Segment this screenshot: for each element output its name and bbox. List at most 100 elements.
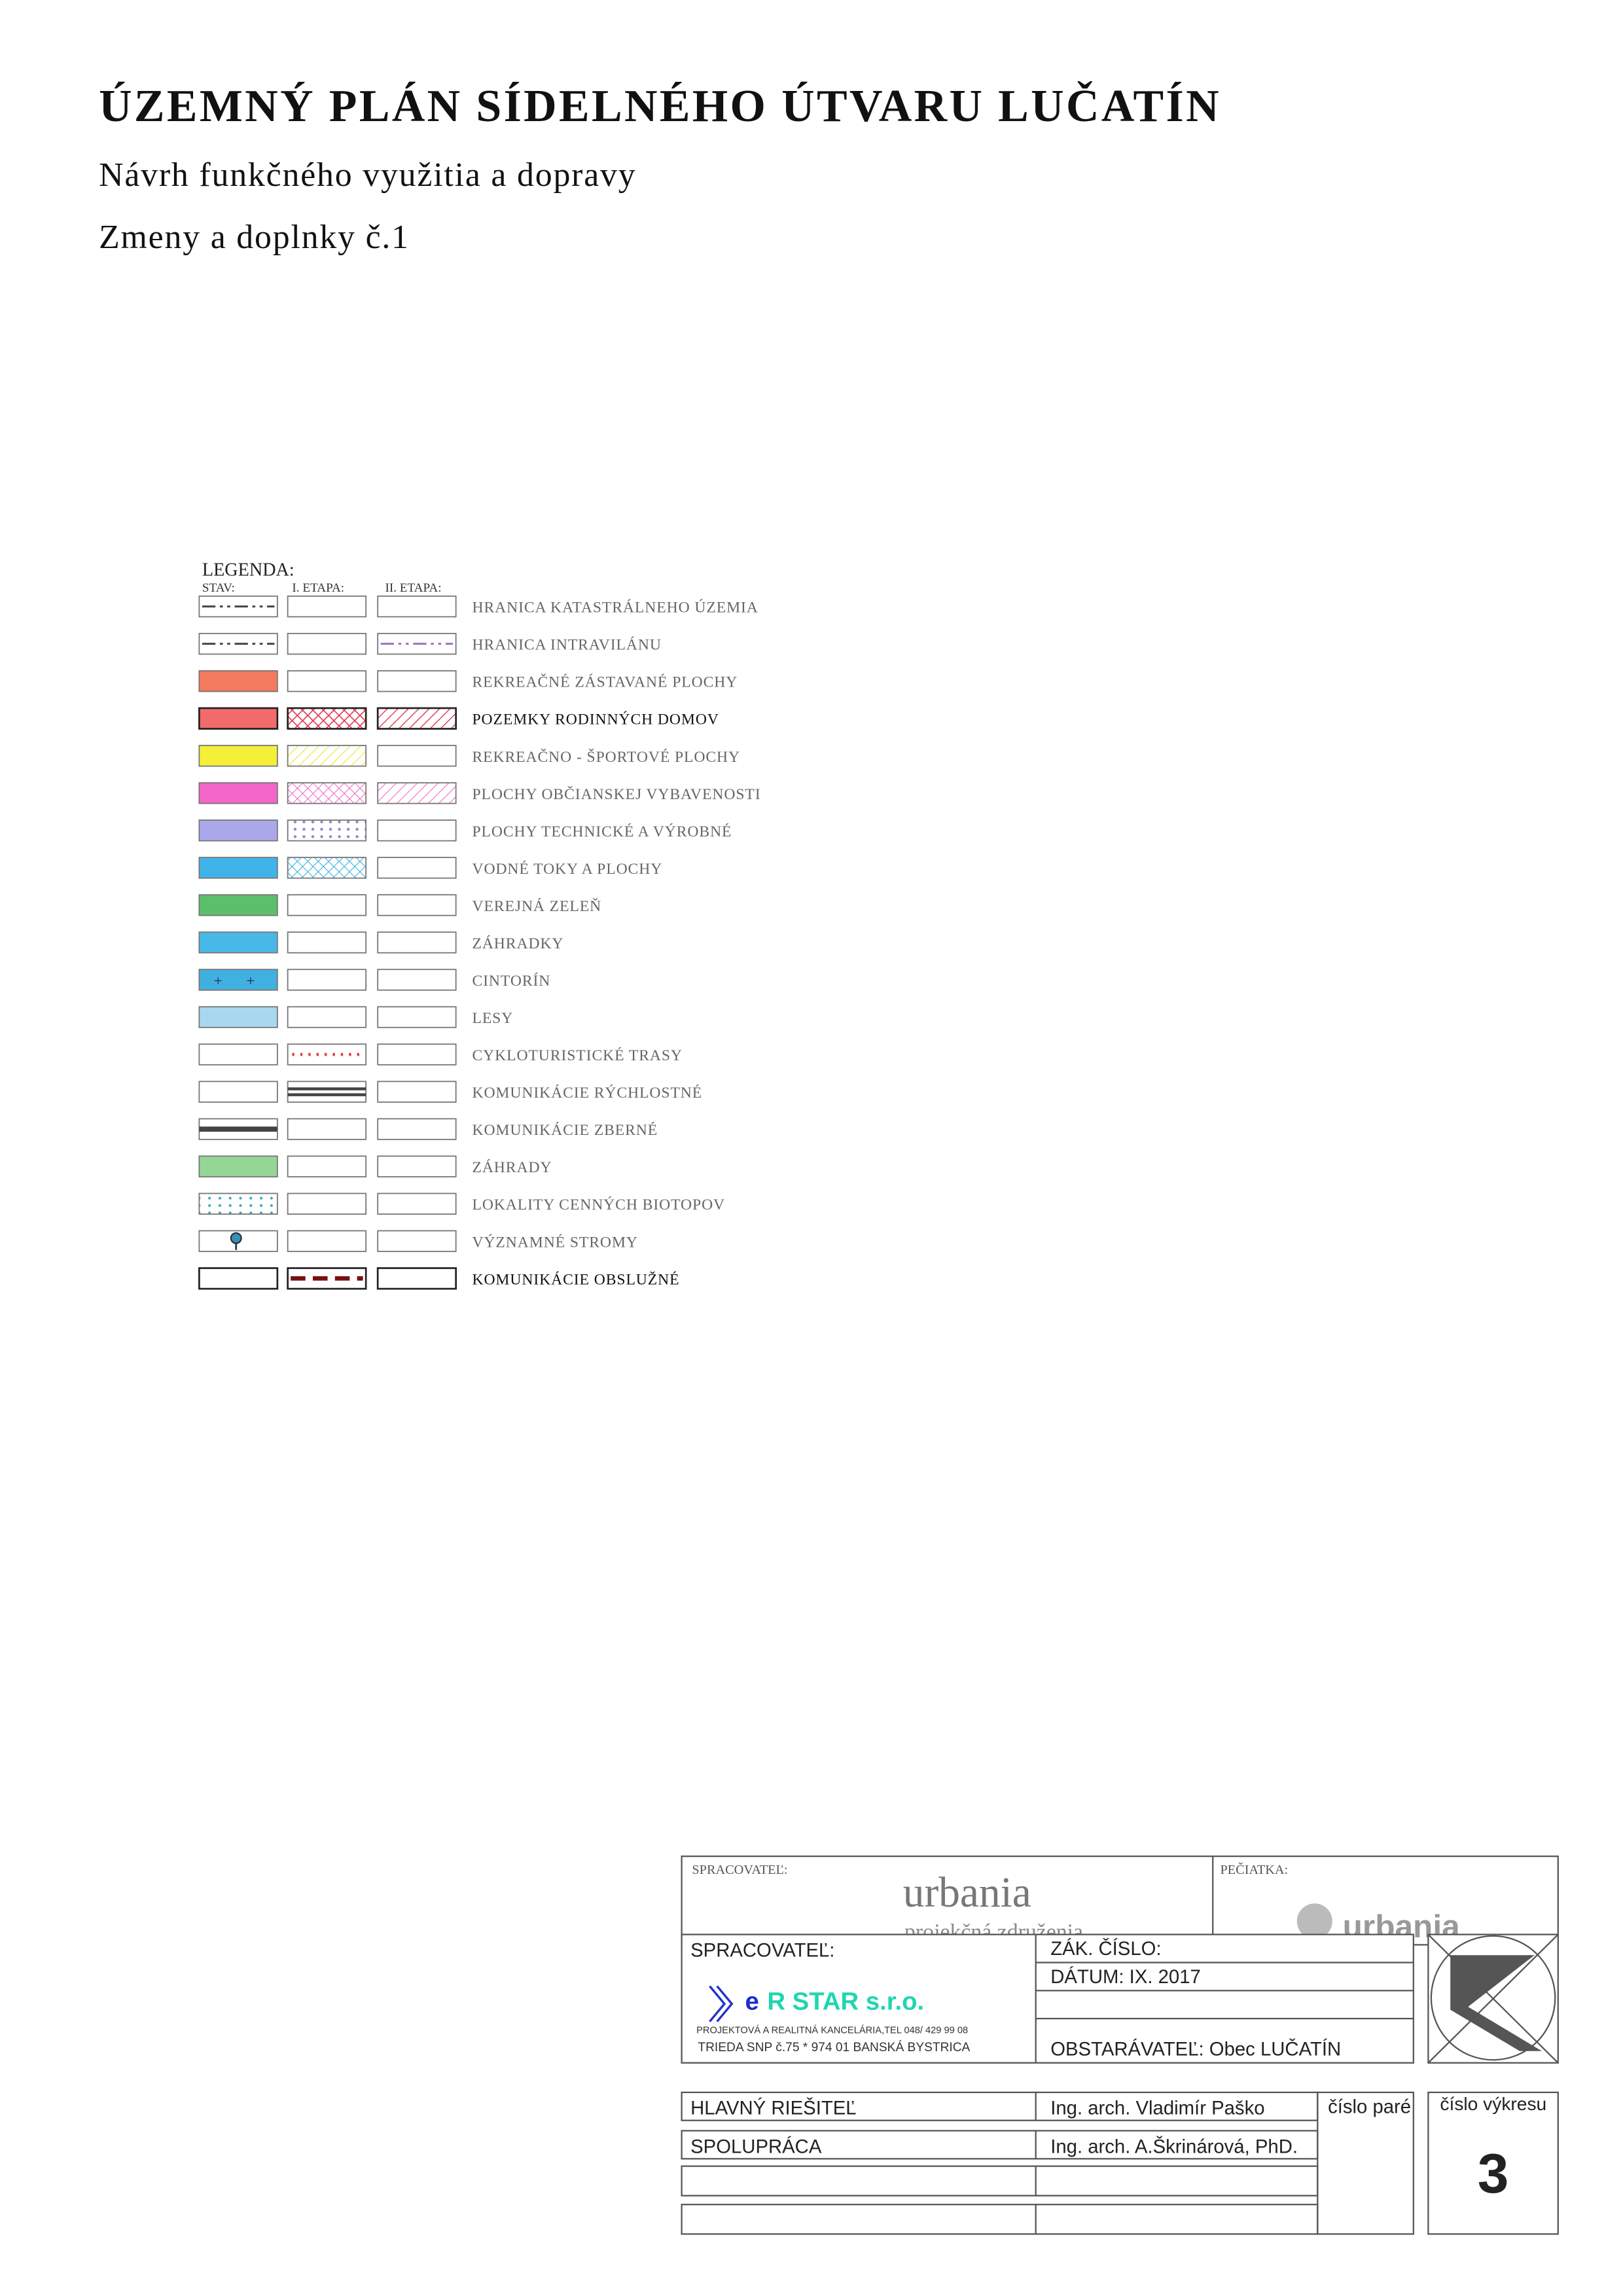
stamp-area-name: urbania — [903, 1869, 1031, 1916]
legend-row: VEREJNÁ ZELEŇ — [198, 894, 601, 916]
legend-swatch — [377, 1006, 457, 1028]
legend-row: CYKLOTURISTICKÉ TRASY — [198, 1043, 682, 1066]
legend-label: VEREJNÁ ZELEŇ — [472, 898, 601, 915]
legend-row: ZÁHRADY — [198, 1155, 552, 1177]
legend-swatch — [198, 782, 278, 804]
legend-row: ZÁHRADKY — [198, 931, 563, 954]
legend-label: ZÁHRADY — [472, 1159, 552, 1176]
legend-swatch — [287, 1081, 367, 1103]
legend-row: VODNÉ TOKY A PLOCHY — [198, 857, 662, 879]
legend-swatch — [377, 969, 457, 991]
legend-label: PLOCHY TECHNICKÉ A VÝROBNÉ — [472, 823, 732, 840]
swatch-mark: + — [247, 973, 255, 989]
title-block: SPRACOVATEĽ: urbania projekčná združenia… — [681, 1856, 1559, 2235]
legend-swatch — [198, 745, 278, 767]
legend-row: PLOCHY TECHNICKÉ A VÝROBNÉ — [198, 819, 732, 842]
legend-label: CYKLOTURISTICKÉ TRASY — [472, 1047, 682, 1064]
legend-row: POZEMKY RODINNÝCH DOMOV — [198, 707, 719, 730]
legend-swatch — [287, 1267, 367, 1290]
legend-label: ZÁHRADKY — [472, 935, 563, 952]
legend-swatch — [377, 857, 457, 879]
legend-label: LESY — [472, 1010, 513, 1027]
legend-swatch — [377, 1193, 457, 1215]
legend-swatch — [377, 819, 457, 842]
legend-swatch — [198, 1193, 278, 1215]
legend-swatch — [287, 707, 367, 730]
legend-label: HRANICA INTRAVILÁNU — [472, 637, 661, 654]
company-name: R STAR s.r.o. — [767, 1988, 924, 2016]
person: Ing. arch. A.Škrinárová, PhD. — [1050, 2135, 1298, 2157]
legend-row: HRANICA KATASTRÁLNEHO ÚZEMIA — [198, 595, 758, 618]
legend-swatch — [198, 707, 279, 730]
role: HLAVNÝ RIEŠITEĽ — [690, 2097, 856, 2119]
title: ÚZEMNÝ PLÁN SÍDELNÉHO ÚTVARU LUČATÍN — [99, 81, 1221, 132]
legend-swatch — [287, 1006, 367, 1028]
legend-row: + + CINTORÍN — [198, 969, 550, 991]
role: SPOLUPRÁCA — [690, 2136, 822, 2157]
legend-title: LEGENDA: — [202, 560, 294, 580]
legend-swatch — [377, 894, 457, 916]
legend-swatch — [377, 1081, 457, 1103]
legend-row: KOMUNIKÁCIE OBSLUŽNÉ — [198, 1267, 679, 1290]
company-address: PROJEKTOVÁ A REALITNÁ KANCELÁRIA,TEL 048… — [696, 2025, 968, 2036]
legend-row: PLOCHY OBČIANSKEJ VYBAVENOSTI — [198, 782, 760, 804]
legend-label: HRANICA KATASTRÁLNEHO ÚZEMIA — [472, 599, 758, 617]
legend-label: REKREAČNO - ŠPORTOVÉ PLOCHY — [472, 748, 740, 766]
client: OBSTARÁVATEĽ: Obec LUČATÍN — [1050, 2038, 1341, 2060]
legend-column: STAV: — [202, 581, 235, 595]
legend-swatch — [198, 969, 278, 991]
legend-swatch — [198, 1267, 279, 1290]
legend-swatch — [287, 595, 367, 618]
legend-swatch — [198, 931, 278, 954]
legend-swatch — [198, 857, 278, 879]
legend-swatch — [376, 707, 457, 730]
legend-swatch — [377, 1230, 457, 1252]
legend-row: REKREAČNO - ŠPORTOVÉ PLOCHY — [198, 745, 740, 767]
legend-label: CINTORÍN — [472, 973, 550, 990]
legend-swatch — [287, 1230, 367, 1252]
legend-swatch — [287, 670, 367, 692]
legend-column: I. ETAPA: — [292, 581, 344, 595]
drawing-number: 3 — [1478, 2142, 1509, 2205]
swatch-mark: + — [214, 973, 223, 989]
legend-swatch — [287, 632, 367, 655]
legend-swatch — [198, 1043, 278, 1066]
legend-swatch — [287, 745, 367, 767]
legend-row: KOMUNIKÁCIE ZBERNÉ — [198, 1118, 658, 1140]
legend-row: LESY — [198, 1006, 513, 1028]
legend-label: PLOCHY OBČIANSKEJ VYBAVENOSTI — [472, 785, 760, 803]
legend-row: KOMUNIKÁCIE RÝCHLOSTNÉ — [198, 1081, 702, 1103]
legend-swatch — [287, 931, 367, 954]
legend-label: KOMUNIKÁCIE ZBERNÉ — [472, 1122, 658, 1139]
legend-swatch — [377, 1043, 457, 1066]
legend-swatch — [287, 1193, 367, 1215]
legend: LEGENDA: STAV: I. ETAPA: II. ETAPA: HRAN… — [198, 560, 760, 1290]
legend-swatch — [287, 1118, 367, 1140]
revision: Zmeny a doplnky č.1 — [99, 219, 410, 256]
legend-row: VÝZNAMNÉ STROMY — [198, 1230, 637, 1252]
subtitle: Návrh funkčného využitia a dopravy — [99, 156, 636, 194]
legend-label: VÝZNAMNÉ STROMY — [472, 1234, 637, 1251]
legend-swatch — [287, 857, 367, 879]
legend-swatch — [377, 670, 457, 692]
legend-swatch — [377, 931, 457, 954]
legend-swatch — [287, 1155, 367, 1177]
legend-label: LOKALITY CENNÝCH BIOTOPOV — [472, 1196, 725, 1213]
drawing-number-label: číslo výkresu — [1440, 2093, 1546, 2114]
legend-swatch — [198, 1081, 278, 1103]
legend-swatch — [198, 670, 278, 692]
legend-row: REKREAČNÉ ZÁSTAVANÉ PLOCHY — [198, 670, 737, 692]
stamp-area-label: SPRACOVATEĽ: — [692, 1863, 787, 1877]
legend-swatch — [198, 1155, 278, 1177]
legend-column: II. ETAPA: — [385, 581, 441, 595]
legend-swatch — [198, 894, 278, 916]
company-prefix: e — [745, 1988, 759, 2016]
legend-swatch — [287, 819, 367, 842]
legend-swatch — [377, 1118, 457, 1140]
order-number-label: ZÁK. ČÍSLO: — [1050, 1937, 1161, 1960]
stamp-label: PEČIATKA: — [1220, 1861, 1288, 1877]
legend-swatch — [377, 1155, 457, 1177]
person: Ing. arch. Vladimír Paško — [1050, 2098, 1264, 2119]
